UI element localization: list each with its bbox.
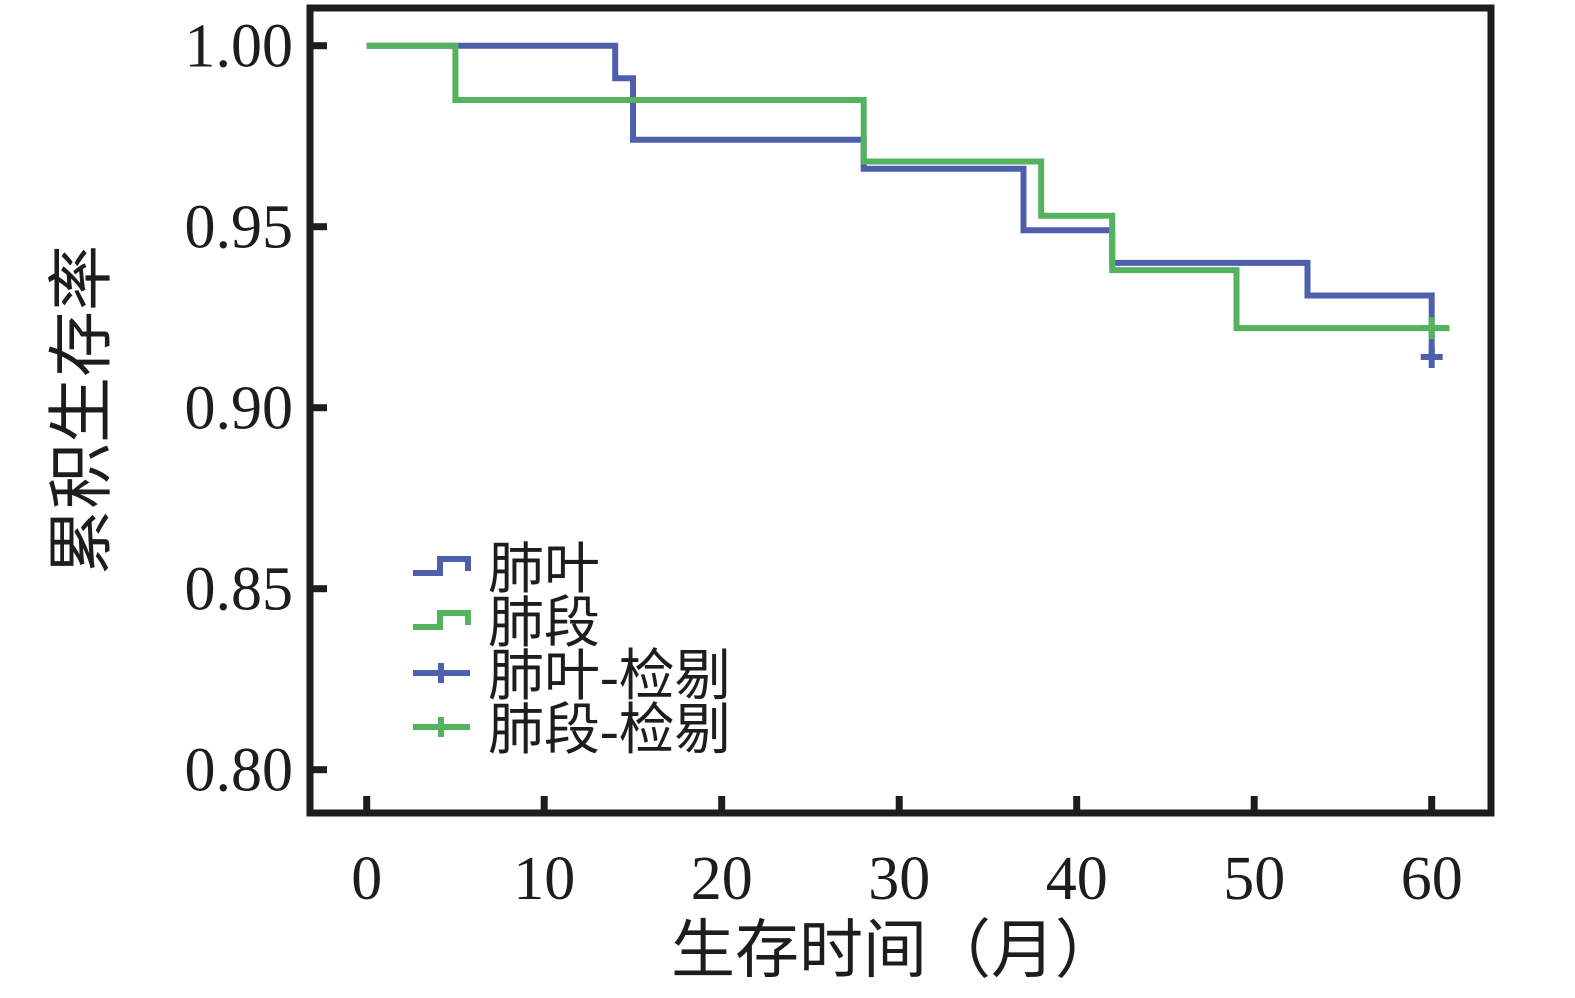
x-tick-label: 40 <box>1046 845 1108 913</box>
x-tick-label: 10 <box>513 845 575 913</box>
x-tick-label: 20 <box>691 845 753 913</box>
x-tick-label: 30 <box>868 845 930 913</box>
legend-label: 肺段 <box>488 593 600 655</box>
legend-label: 肺叶 <box>488 539 600 601</box>
legend-item-肺叶-检剔: 肺叶-检剔 <box>413 646 731 708</box>
x-axis-title: 生存时间（月） <box>671 915 1119 986</box>
legend-item-肺叶: 肺叶 <box>413 539 600 601</box>
legend-step-symbol <box>413 610 471 630</box>
axis-ticks: 0 10 20 30 40 50 60 1.00 0.95 0.90 0.85 0.80 <box>185 13 1463 913</box>
legend-step-symbol <box>413 556 471 576</box>
survival-curves <box>366 42 1450 369</box>
y-tick-label: 0.80 <box>185 737 294 805</box>
survival-curve-肺段 <box>366 42 1450 332</box>
y-tick-label: 0.95 <box>185 194 294 262</box>
y-tick-label: 0.90 <box>185 375 294 443</box>
x-tick-label: 50 <box>1223 845 1285 913</box>
survival-curve-肺叶 <box>366 42 1435 357</box>
y-axis-title: 累积生存率 <box>46 245 119 575</box>
plot-frame <box>306 4 1495 817</box>
y-tick-label: 1.00 <box>185 13 294 81</box>
y-tick-label: 0.85 <box>185 556 294 624</box>
legend-item-肺段: 肺段 <box>413 593 600 655</box>
x-tick-label: 60 <box>1401 845 1463 913</box>
legend-label: 肺叶-检剔 <box>488 646 731 708</box>
legend-item-肺段-检剔: 肺段-检剔 <box>413 700 731 762</box>
legend-label: 肺段-检剔 <box>488 700 731 762</box>
x-tick-label: 0 <box>351 845 382 913</box>
